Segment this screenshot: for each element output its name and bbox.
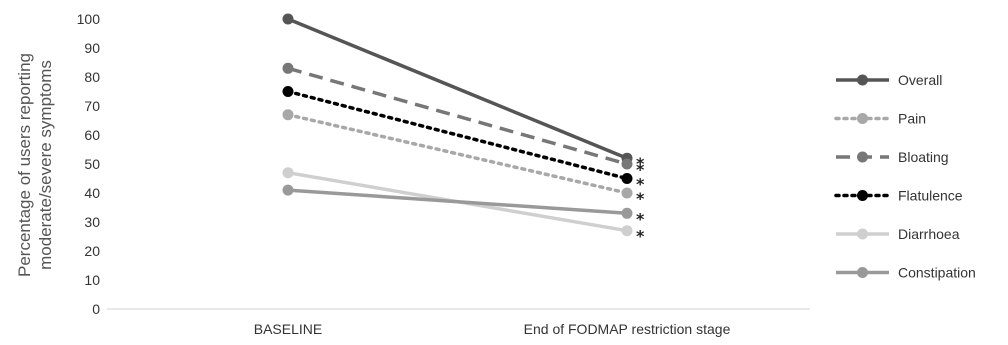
y-tick-label: 60 — [84, 127, 100, 143]
legend-swatch-marker — [857, 267, 868, 278]
data-point-flatulence — [621, 173, 633, 184]
legend-label: Flatulence — [898, 188, 963, 204]
y-tick-label: 70 — [84, 98, 100, 114]
y-tick-label: 100 — [77, 11, 101, 27]
series-bloating: * — [282, 62, 645, 179]
legend-label: Pain — [898, 111, 926, 127]
legend-item-flatulence: Flatulence — [834, 188, 963, 204]
legend-swatch-marker — [857, 74, 868, 86]
legend-label: Constipation — [898, 265, 976, 281]
y-axis: 0 10 20 30 40 50 60 70 80 90 100 — [77, 11, 101, 317]
legend-swatch-marker — [857, 151, 868, 163]
legend-item-bloating: Bloating — [836, 149, 949, 165]
legend-item-constipation: Constipation — [836, 265, 976, 281]
data-point-diarrhoea — [282, 167, 294, 179]
y-tick-label: 30 — [84, 214, 100, 230]
y-tick-label: 90 — [84, 40, 100, 56]
legend-label: Diarrhoea — [898, 226, 960, 242]
legend: Overall Pain Bloating Flatulence Diarrhoea Co… — [834, 72, 976, 281]
data-point-pain — [282, 109, 294, 121]
series-overall: * — [282, 13, 645, 173]
legend-swatch-marker — [857, 113, 868, 124]
significance-marker: * — [636, 175, 645, 194]
significance-marker: * — [636, 209, 645, 228]
y-tick-label: 0 — [92, 301, 100, 317]
significance-marker: * — [636, 227, 645, 246]
series-flatulence: * — [282, 86, 645, 194]
legend-label: Overall — [898, 72, 942, 88]
data-point-constipation — [282, 184, 294, 196]
data-point-bloating — [621, 158, 633, 170]
legend-label: Bloating — [898, 149, 949, 165]
y-axis-title: Percentage of users reporting moderate/s… — [15, 53, 55, 277]
series-diarrhoea: * — [282, 167, 645, 246]
series-pain: * — [282, 109, 645, 208]
y-axis-title-line-1: Percentage of users reporting — [15, 53, 34, 277]
series-layer: ****** — [282, 13, 645, 246]
series-line-pain — [286, 112, 629, 195]
x-axis: BASELINE End of FODMAP restriction stage — [254, 321, 731, 337]
series-line-flatulence — [286, 89, 629, 181]
data-point-pain — [621, 187, 633, 199]
y-tick-label: 40 — [84, 185, 100, 201]
legend-swatch-marker — [857, 228, 868, 240]
data-point-diarrhoea — [621, 225, 633, 237]
x-tick-label: End of FODMAP restriction stage — [524, 321, 731, 337]
legend-item-diarrhoea: Diarrhoea — [836, 226, 960, 242]
legend-item-overall: Overall — [836, 72, 942, 88]
data-point-flatulence — [282, 86, 294, 97]
series-line-constipation — [287, 188, 628, 216]
series-line-bloating — [287, 66, 628, 166]
x-tick-label: BASELINE — [254, 321, 322, 337]
series-line-overall — [287, 17, 628, 160]
significance-marker: * — [636, 189, 645, 208]
y-tick-label: 10 — [84, 272, 100, 288]
significance-marker: * — [636, 154, 645, 173]
legend-item-pain: Pain — [834, 111, 926, 127]
data-point-bloating — [282, 62, 294, 74]
significance-marker: * — [636, 160, 645, 179]
data-point-overall — [282, 13, 294, 25]
y-axis-title-line-2: moderate/severe symptoms — [36, 60, 55, 270]
y-tick-label: 80 — [84, 69, 100, 85]
legend-swatch-marker — [857, 190, 868, 201]
y-tick-label: 20 — [84, 243, 100, 259]
y-tick-label: 50 — [84, 156, 100, 172]
series-constipation: * — [282, 184, 645, 228]
data-point-constipation — [621, 207, 633, 219]
